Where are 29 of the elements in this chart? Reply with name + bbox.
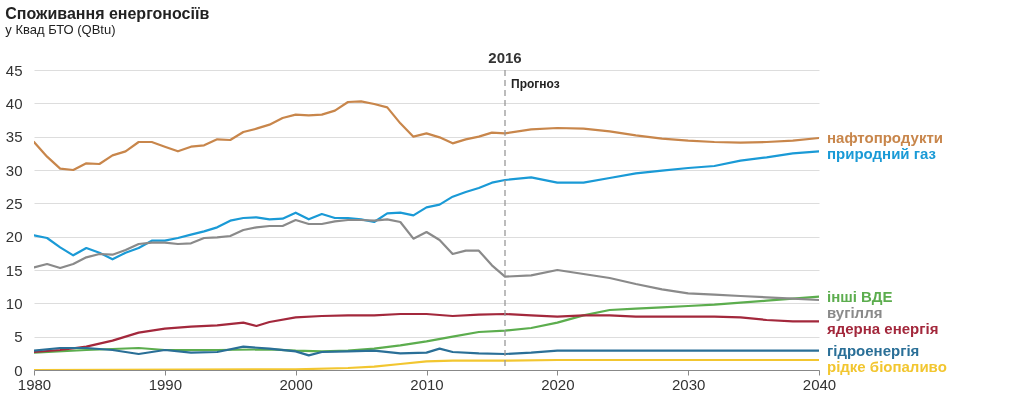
- line-series: [34, 218, 819, 302]
- y-tick-label: 40: [5, 94, 23, 112]
- series-label: інші ВДЕ: [827, 287, 893, 305]
- x-tick-label: 2000: [279, 375, 313, 393]
- x-tick-label: 2010: [410, 375, 444, 393]
- series-label: гідроенергія: [827, 341, 920, 359]
- x-tick-label: 1990: [148, 375, 183, 393]
- x-tick-label: 2030: [671, 375, 706, 393]
- series-label: природний газ: [827, 145, 936, 162]
- chart-subtitle: у Квад БТО (QBtu): [5, 22, 116, 37]
- y-tick-label: 45: [5, 61, 23, 79]
- line-series: [34, 312, 819, 354]
- series-label: нафтопродукти: [827, 129, 943, 146]
- ref-line-label: 2016: [488, 49, 522, 66]
- y-tick-label: 25: [5, 194, 23, 212]
- annotation: Прогноз: [511, 77, 560, 91]
- y-tick-label: 30: [5, 161, 23, 179]
- y-tick-label: 5: [14, 328, 23, 346]
- chart-title: Споживання енергоносіїв: [5, 5, 210, 22]
- y-tick-label: 20: [5, 228, 23, 246]
- x-tick-label: 2020: [541, 375, 575, 393]
- line-series: [34, 100, 819, 172]
- line-series: [34, 345, 819, 357]
- line-series: [34, 150, 819, 261]
- line-series: [34, 295, 819, 354]
- x-tick-label: 2040: [802, 375, 837, 393]
- y-tick-label: 35: [5, 128, 23, 146]
- y-tick-label: 10: [5, 294, 23, 312]
- y-tick-label: 15: [5, 261, 23, 279]
